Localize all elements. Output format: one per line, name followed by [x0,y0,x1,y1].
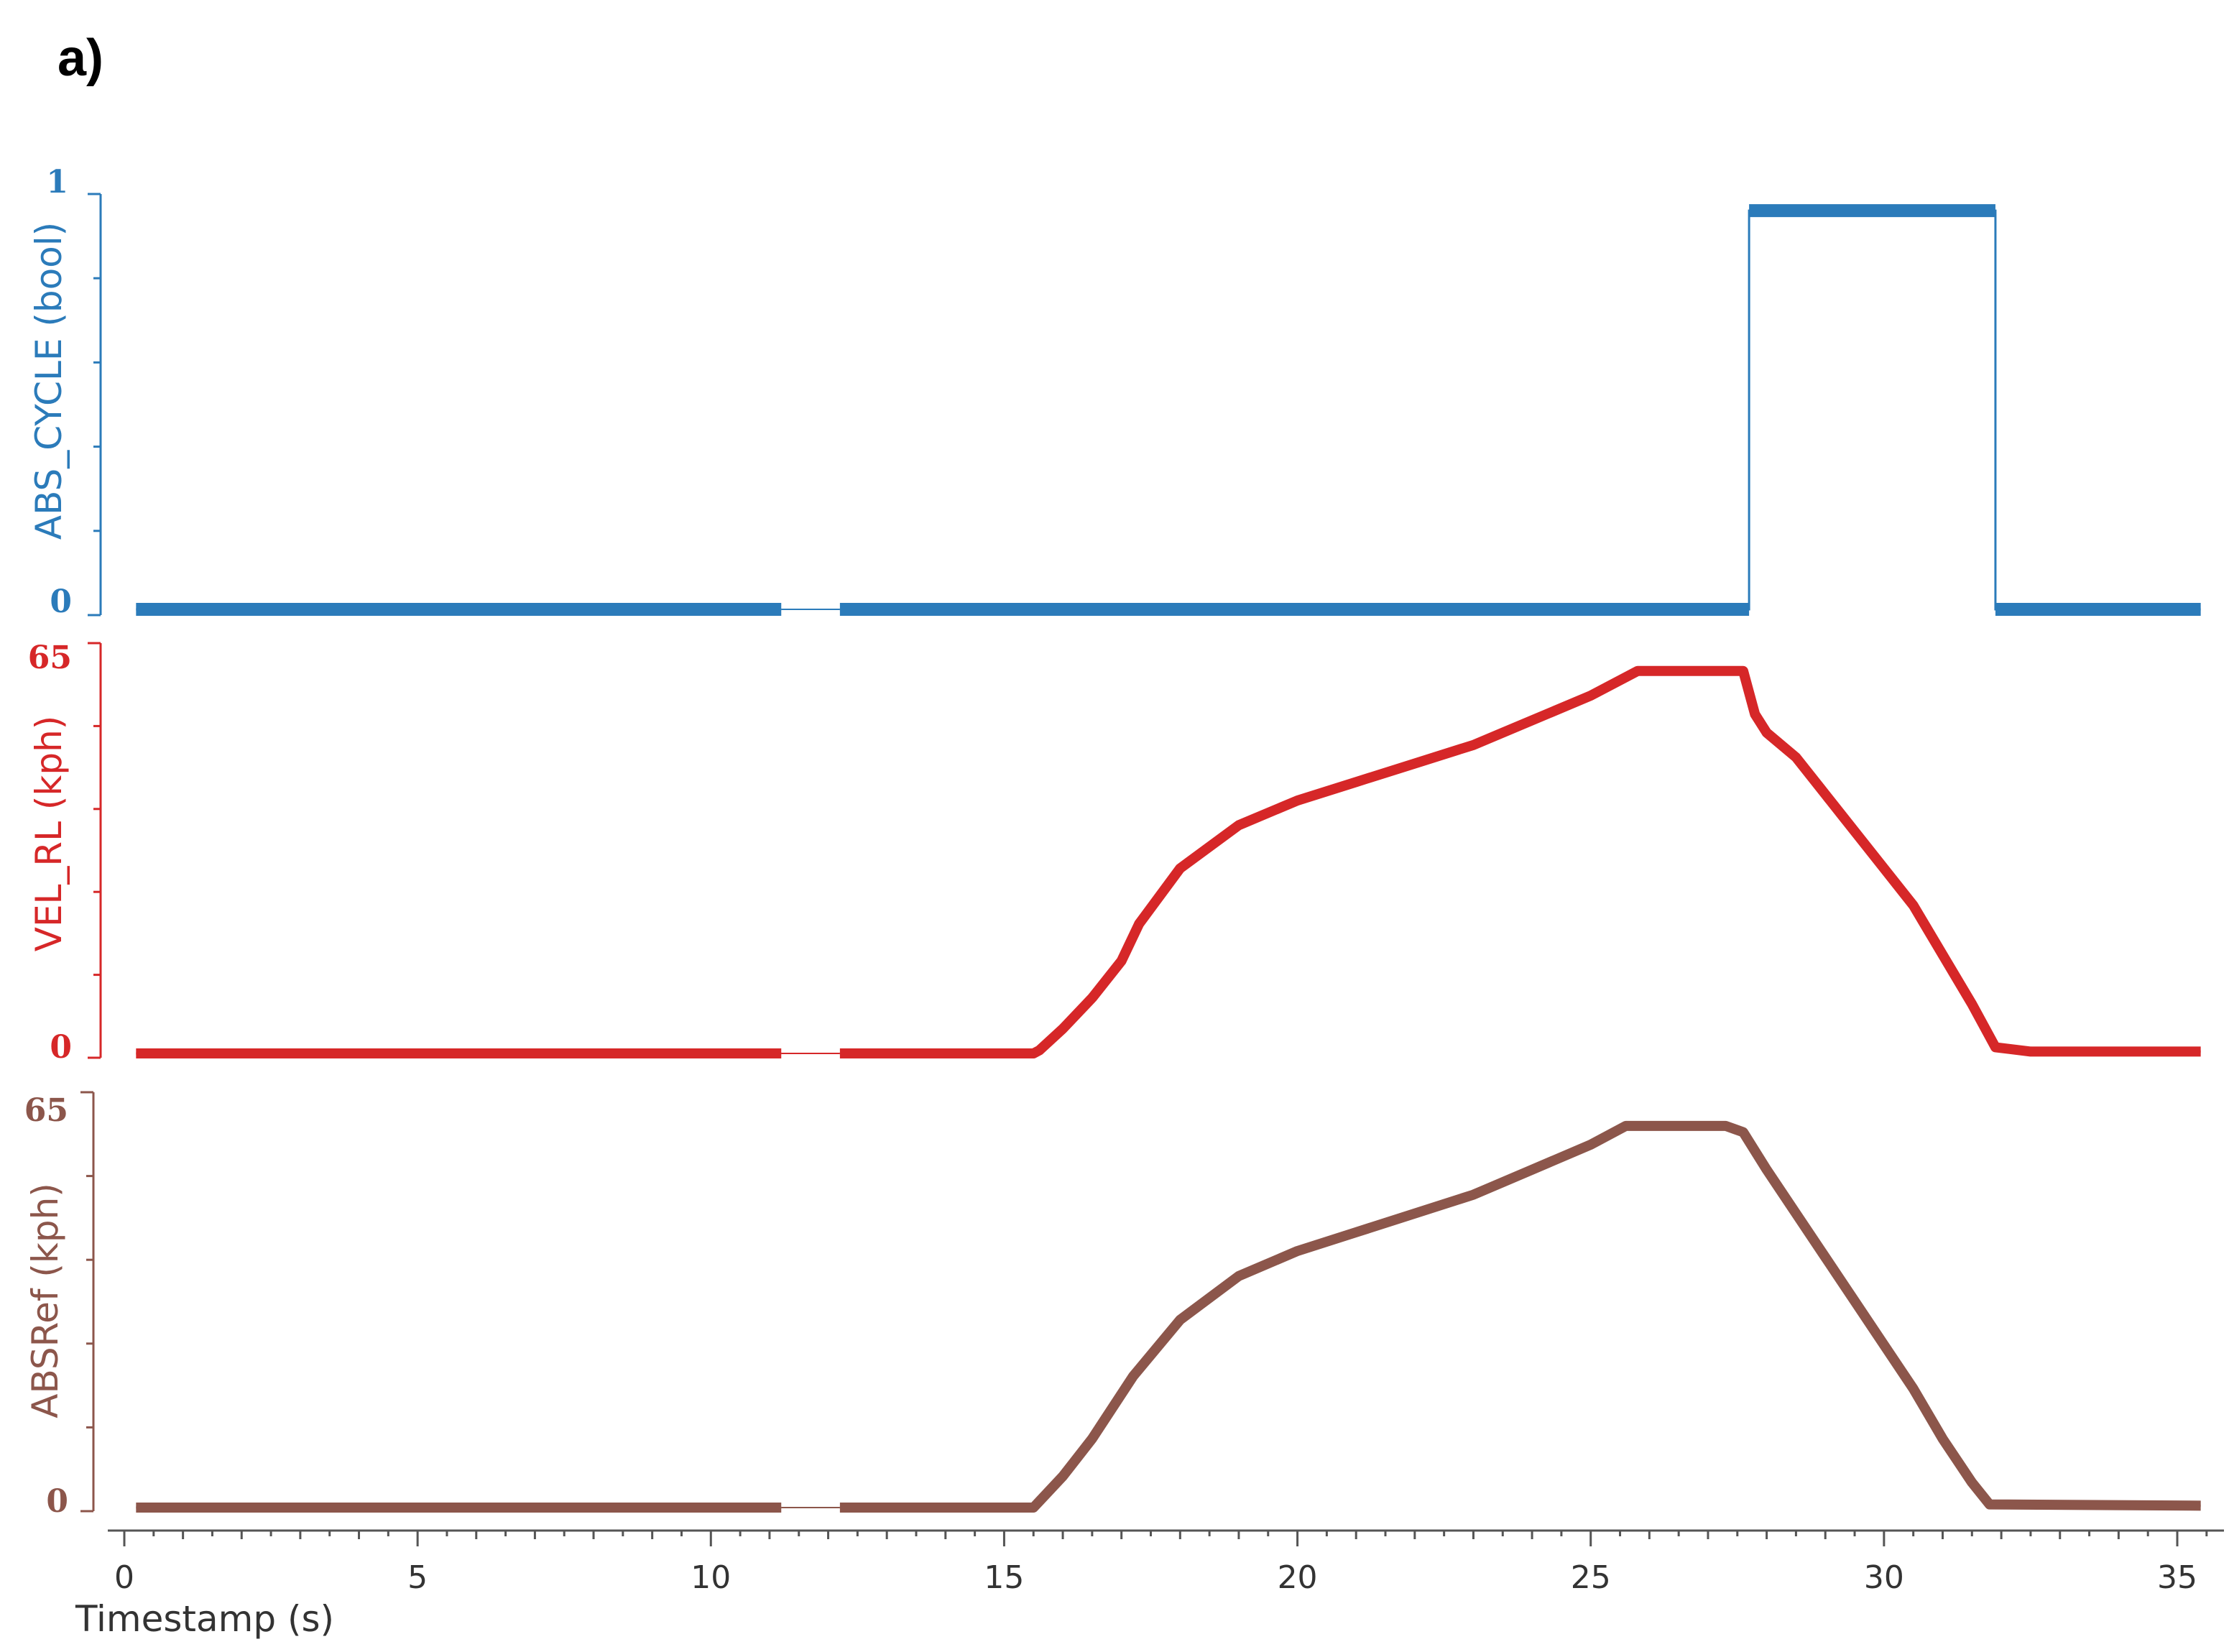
y-ticks-absref [80,1091,93,1513]
y-tick-label-abs-cycle-top: 1 [46,164,68,200]
y-tick-label-vel-rl-bottom: 0 [50,1029,72,1066]
panel-absref: 65 0 ABSRef (kph) [24,1091,2201,1520]
series-abs-cycle [136,204,2201,616]
x-tick-label: 25 [1571,1559,1611,1596]
y-ticks-abs-cycle [88,193,101,617]
y-tick-label-absref-top: 65 [24,1092,68,1129]
x-tick-label: 5 [407,1559,428,1596]
panel-label: a) [57,29,103,87]
series-line [839,1120,2201,1513]
series-absref [136,1120,2201,1513]
x-tick-label: 15 [984,1559,1024,1596]
x-tick-label: 10 [691,1559,731,1596]
x-axis-label: Timestamp (s) [75,1598,334,1640]
y-axis-label-abs-cycle: ABS_CYCLE (bool) [28,222,70,540]
y-axis-label-absref: ABSRef (kph) [24,1183,66,1418]
series-line-thin [839,1125,2201,1509]
series-vel-rl [136,665,2201,1058]
x-tick-label: 35 [2157,1559,2197,1596]
y-tick-label-absref-bottom: 0 [46,1483,68,1520]
y-tick-label-vel-rl-top: 65 [28,640,72,676]
y-axis-label-vel-rl: VEL_RL (kph) [28,716,70,952]
x-axis: 0 5 10 15 20 25 30 35 Timestamp (s) [75,1529,2224,1640]
series-line [839,665,2201,1058]
panel-vel-rl: 65 0 VEL_RL (kph) [28,640,2201,1066]
y-ticks-vel-rl [88,642,101,1059]
panel-abs-cycle: 1 0 ABS_CYCLE (bool) [28,164,2201,620]
series-line-thin [839,209,2201,611]
x-tick-label: 0 [114,1559,134,1596]
x-ticks: 0 5 10 15 20 25 30 35 [114,1531,2208,1596]
x-tick-label: 30 [1864,1559,1904,1596]
x-tick-label: 20 [1278,1559,1318,1596]
y-tick-label-abs-cycle-bottom: 0 [50,583,72,620]
